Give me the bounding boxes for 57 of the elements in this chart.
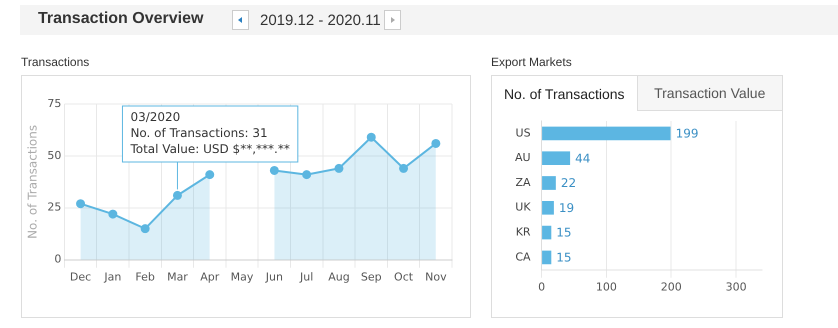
point [302, 170, 312, 180]
y-tick-label: US [516, 126, 531, 140]
y-tick-label: CA [515, 250, 532, 264]
bar [542, 151, 570, 166]
data-label: 22 [560, 176, 576, 190]
point [431, 138, 440, 148]
text: Transaction Overview [38, 10, 204, 28]
point [76, 199, 86, 208]
y-tick-label: 50 [47, 148, 62, 162]
x-tick-label: Dec [70, 270, 92, 284]
y-tick-label: 75 [47, 96, 62, 110]
x-tick-label: 0 [538, 280, 546, 294]
data-label: 199 [676, 126, 698, 141]
x-tick-label: Jul [299, 270, 314, 284]
point [334, 164, 344, 173]
point [366, 132, 376, 142]
y-tick-label: 0 [54, 252, 62, 266]
bar [542, 226, 552, 240]
text: Transaction Value [636, 76, 782, 111]
text: No. of Transactions [492, 76, 636, 111]
data-label: 44 [575, 151, 590, 166]
x-tick-label: 300 [726, 280, 747, 294]
point [205, 170, 214, 180]
bar [542, 250, 552, 264]
x-tick-label: May [230, 270, 254, 284]
x-tick-label: Mar [167, 270, 188, 284]
x-tick-label: Jun [264, 270, 283, 284]
y-tick-label: UK [515, 200, 532, 214]
bar [542, 176, 556, 190]
x-tick-label: Aug [328, 270, 350, 284]
x-tick-label: Oct [394, 270, 414, 284]
point [399, 164, 408, 173]
bar [542, 126, 671, 140]
text: 2019.12 - 2020.11 [260, 12, 381, 29]
chart-title: Transactions [21, 55, 90, 71]
y-tick-label: AU [515, 151, 531, 164]
y-tick-label: ZA [516, 176, 532, 189]
annotation: 03/2020 No. of Transactions: 31 Total Value: USD $**,***.** [129, 110, 290, 156]
y-tick-label: KR [516, 225, 531, 238]
point [172, 190, 182, 200]
bar [542, 200, 554, 215]
y-axis-title: No. of Transactions [25, 124, 40, 239]
data-label: 19 [558, 200, 574, 215]
y-tick-label: 25 [47, 200, 62, 214]
data-label: 15 [556, 226, 572, 240]
x-tick-label: Sep [360, 270, 382, 284]
point [270, 166, 279, 175]
data-label: 15 [556, 250, 572, 265]
point [108, 210, 118, 219]
chart-title: Export Markets [491, 55, 573, 71]
x-tick-label: Nov [425, 270, 448, 284]
x-tick-label: Jan [103, 270, 122, 284]
x-tick-label: 100 [596, 280, 617, 294]
x-tick-label: Apr [200, 270, 220, 284]
point [140, 224, 150, 234]
x-tick-label: Feb [135, 270, 155, 284]
x-tick-label: 200 [660, 280, 682, 294]
